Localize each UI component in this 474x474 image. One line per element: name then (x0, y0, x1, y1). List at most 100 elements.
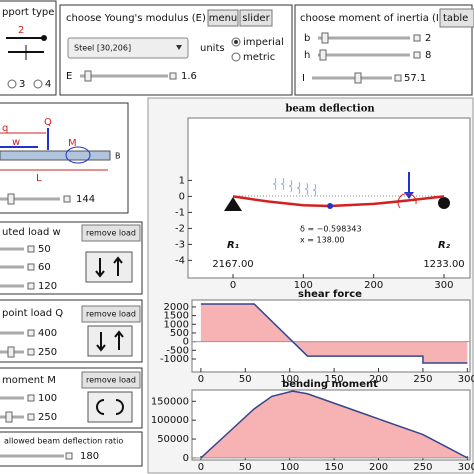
direction-toggle[interactable] (87, 391, 133, 423)
diagram-label: Q (44, 117, 52, 128)
slider-label: b (304, 33, 310, 44)
x-tick-label: 0 (198, 374, 204, 385)
table-button[interactable] (439, 8, 474, 28)
y-tick-label: 1000 (164, 319, 189, 330)
max-deflection-point (327, 202, 334, 209)
annotation: x = 138.00 (300, 236, 345, 245)
slider-plus[interactable] (65, 452, 73, 460)
slider-value: 144 (76, 194, 95, 205)
pin-support (224, 197, 242, 211)
radio[interactable] (231, 52, 241, 62)
y-tick-label: 2000 (164, 302, 189, 313)
slider-plus[interactable] (27, 263, 35, 271)
x-tick-label: 100 (294, 280, 313, 291)
radio[interactable] (33, 79, 43, 89)
reaction-value: 1233.00 (423, 259, 464, 270)
y-tick-label: 500 (170, 328, 189, 339)
icon-label: 2 (18, 25, 24, 36)
panel-title: allowed beam deflection ratio (4, 437, 123, 446)
x-tick-label: 200 (364, 280, 383, 291)
panel-title: choose moment of inertia (I) from (300, 13, 469, 24)
slider-label: E (66, 71, 72, 82)
panel-title: pport type (2, 7, 54, 18)
panel-title: point load Q (2, 308, 63, 319)
material-dropdown[interactable] (67, 37, 189, 59)
x-tick-label: 100 (280, 462, 299, 473)
x-tick-label: 250 (413, 462, 432, 473)
slider-value: 2 (425, 33, 431, 44)
reaction-value: 2167.00 (212, 259, 253, 270)
slider-plus[interactable] (27, 282, 35, 290)
slider-plus[interactable] (413, 51, 421, 59)
slider-knob[interactable] (7, 193, 15, 205)
x-tick-label: 200 (369, 374, 388, 385)
reaction-label: R₂ (438, 240, 451, 251)
x-tick-label: 100 (280, 374, 299, 385)
slider-plus[interactable] (27, 348, 35, 356)
slider-value: 250 (38, 347, 57, 358)
radio-label: metric (243, 52, 275, 63)
slider-value: 50 (38, 244, 51, 255)
reaction-label: R₁ (227, 240, 239, 251)
moment-arc (65, 146, 91, 164)
slider-plus[interactable] (169, 72, 177, 80)
x-tick-label: 150 (325, 374, 344, 385)
slider-value: 120 (38, 281, 57, 292)
slider-knob[interactable] (84, 70, 92, 82)
plot-title: bending moment (282, 379, 378, 390)
dropdown-arrow (176, 45, 182, 50)
slider-label: h (304, 50, 310, 61)
x-tick-label: 250 (413, 374, 432, 385)
remove-button[interactable] (81, 224, 141, 242)
slider-value: 250 (38, 412, 57, 423)
button-label: table (443, 13, 468, 24)
button-label: remove load (86, 229, 136, 238)
slider-knob[interactable] (5, 411, 13, 423)
y-tick-label: 0 (183, 337, 189, 348)
menu-button[interactable] (207, 9, 239, 27)
diagram-label: q (2, 123, 8, 134)
radio-label: 3 (19, 79, 25, 90)
y-tick-label: 0 (179, 191, 185, 202)
slider-plus[interactable] (394, 74, 402, 82)
diagram-label: L (36, 173, 42, 184)
slider-value: 57.1 (404, 73, 426, 84)
slider-plus[interactable] (27, 329, 35, 337)
y-tick-label: 50000 (157, 434, 189, 445)
direction-toggle[interactable] (85, 251, 133, 283)
slider-value: 180 (80, 451, 99, 462)
y-tick-label: -3 (175, 239, 185, 250)
slider-knob[interactable] (354, 72, 362, 84)
slider-plus[interactable] (27, 413, 35, 421)
x-tick-label: 200 (369, 462, 388, 473)
x-tick-label: 300 (458, 374, 474, 385)
direction-arrows (96, 330, 124, 352)
y-tick-label: -1 (175, 207, 185, 218)
direction-toggle[interactable] (87, 325, 133, 357)
plot-title: shear force (298, 289, 362, 300)
panel-title: uted load w (2, 227, 61, 238)
slider-plus[interactable] (413, 34, 421, 42)
slider-knob[interactable] (7, 346, 15, 358)
slider-button[interactable] (239, 9, 273, 27)
area-fill (200, 391, 468, 458)
slider-plus[interactable] (27, 394, 35, 402)
plots: beam deflection 1 0 -1 -2 -3 -4 0 100 200 300 shear… (151, 104, 474, 474)
slider-plus[interactable] (63, 195, 71, 203)
slider-value: 8 (425, 50, 431, 61)
y-tick-label: 150000 (151, 396, 189, 407)
remove-button[interactable] (81, 305, 141, 323)
y-tick-label: -1000 (160, 354, 189, 365)
slider-knob[interactable] (321, 32, 329, 44)
remove-button[interactable] (81, 371, 141, 389)
slider-label: I (302, 73, 305, 84)
slider-value: 1.6 (181, 71, 197, 82)
slider-knob[interactable] (319, 49, 327, 61)
x-tick-label: 300 (434, 280, 453, 291)
slider-plus[interactable] (27, 245, 35, 253)
y-tick-label: -4 (175, 255, 185, 266)
distributed-load (272, 177, 317, 197)
radio[interactable] (7, 79, 17, 89)
radio-label: imperial (243, 37, 284, 48)
